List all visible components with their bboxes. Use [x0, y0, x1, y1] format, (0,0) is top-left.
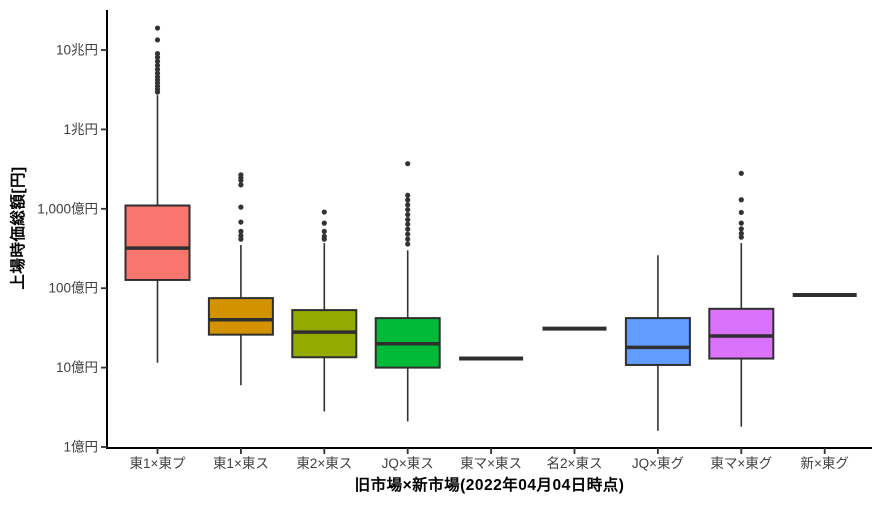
- y-tick-label: 1億円: [63, 440, 98, 455]
- outlier-dot: [238, 232, 244, 239]
- outlier-dot: [405, 231, 411, 237]
- outlier-dot: [154, 66, 161, 72]
- y-tick-label: 1兆円: [63, 122, 98, 137]
- outlier-dot: [154, 51, 161, 57]
- outlier-dot: [405, 236, 411, 242]
- box: [708, 307, 775, 360]
- outlier-dot: [405, 161, 411, 167]
- outlier-dot: [405, 202, 411, 208]
- x-tick-label: 東マ×東ス: [460, 456, 522, 471]
- outlier-dot: [738, 234, 744, 240]
- x-tick-label: 名2×東ス: [547, 456, 603, 471]
- outlier-dot: [405, 207, 411, 213]
- outlier-dot: [321, 209, 327, 215]
- outlier-dot: [405, 221, 411, 227]
- x-tick-label: 東2×東ス: [296, 456, 352, 471]
- outlier-dot: [738, 209, 744, 216]
- x-tick-label: 東1×東プ: [130, 456, 186, 471]
- outlier-dot: [405, 197, 411, 203]
- outlier-dot: [321, 220, 327, 226]
- outlier-dot: [154, 58, 161, 64]
- outlier-dot: [405, 226, 411, 232]
- outlier-dot: [154, 70, 161, 76]
- outlier-dot: [738, 230, 744, 236]
- outlier-dot: [321, 233, 327, 239]
- outlier-dot: [405, 212, 411, 218]
- outlier-dot: [154, 25, 161, 31]
- box: [207, 297, 274, 336]
- y-tick-label: 10億円: [56, 360, 98, 375]
- outlier-dot: [238, 219, 244, 225]
- outlier-dot: [405, 217, 411, 223]
- outlier-dot: [238, 204, 244, 210]
- y-axis-title: 上場時価総額[円]: [10, 166, 27, 290]
- outlier-dot: [238, 172, 244, 178]
- outlier-dot: [154, 54, 161, 60]
- box: [124, 204, 191, 281]
- x-axis-title: 旧市場×新市場(2022年04月04日時点): [354, 477, 625, 494]
- outlier-dot: [405, 192, 411, 198]
- outlier-dot: [738, 170, 744, 176]
- outlier-dot: [154, 62, 161, 68]
- outlier-dot: [738, 197, 744, 203]
- y-tick-label: 10兆円: [56, 43, 98, 58]
- x-tick-label: JQ×東ス: [382, 456, 434, 471]
- outlier-dot: [154, 74, 161, 80]
- outlier-dot: [321, 228, 327, 234]
- outlier-dot: [238, 228, 244, 234]
- x-tick-label: 東1×東ス: [213, 456, 269, 471]
- outlier-dot: [738, 226, 744, 232]
- outlier-dot: [738, 220, 744, 226]
- outlier-dot: [154, 37, 161, 43]
- x-tick-label: JQ×東グ: [632, 456, 684, 471]
- y-tick-label: 100億円: [48, 281, 98, 296]
- y-tick-label: 1,000億円: [37, 201, 98, 216]
- outlier-dot: [238, 182, 244, 188]
- x-tick-label: 新×東グ: [801, 456, 849, 471]
- box: [624, 317, 691, 366]
- outlier-dot: [405, 241, 411, 247]
- x-tick-label: 東マ×東グ: [710, 456, 772, 471]
